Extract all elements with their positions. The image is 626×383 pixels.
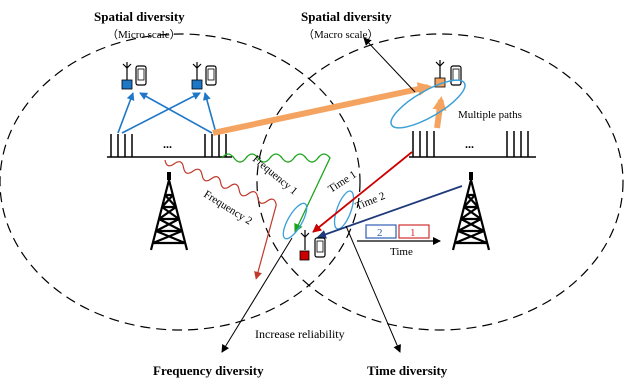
right-array-ellipsis: ...	[465, 137, 474, 151]
time-1-label: Time 1	[326, 169, 359, 196]
time-2-label: Time 2	[354, 190, 387, 213]
frequency-ellipse	[282, 202, 308, 240]
left-tower-icon	[149, 170, 189, 252]
receiver-device	[299, 230, 326, 261]
time-pointer-arrow	[345, 225, 401, 353]
spatial-macro-subtitle: （Macro scale）	[303, 28, 378, 41]
left-array-ellipsis: ...	[163, 137, 172, 151]
spatial-macro-title: Spatial diversity	[301, 9, 392, 24]
time-diversity-label: Time diversity	[367, 363, 448, 378]
increase-reliability-label: Increase reliability	[255, 327, 345, 341]
macro-pointer-arrow	[363, 37, 416, 93]
left-antenna-array	[107, 134, 232, 158]
slot-1-label: 1	[410, 227, 416, 239]
macro-device	[434, 60, 462, 88]
time-axis-label: Time	[390, 246, 413, 258]
time-2-arrow	[317, 185, 463, 239]
spatial-micro-title: Spatial diversity	[94, 9, 185, 24]
macro-path-arrow-left	[212, 82, 432, 136]
time-slots: 2 1 Time	[357, 224, 441, 258]
right-cell-ellipse	[256, 33, 624, 331]
time-1-arrow	[312, 151, 413, 233]
slot-2-label: 2	[377, 227, 383, 239]
micro-device-2	[191, 62, 217, 90]
micro-scale-arrows	[117, 92, 217, 134]
right-antenna-array	[409, 131, 536, 158]
frequency-2-label: Frequency 2	[201, 188, 254, 227]
micro-device-1	[121, 62, 147, 90]
frequency-pointer-arrow	[221, 237, 293, 353]
spatial-micro-subtitle: （Micro scale）	[107, 28, 181, 41]
multiple-paths-ellipse	[390, 79, 466, 129]
macro-path-arrow-right	[432, 96, 447, 129]
frequency-diversity-label: Frequency diversity	[153, 363, 264, 378]
right-tower-icon	[451, 170, 491, 252]
frequency-1-wave	[221, 153, 331, 233]
frequency-2-wave	[164, 159, 277, 280]
multiple-paths-label: Multiple paths	[458, 109, 522, 121]
left-cell-ellipse	[0, 33, 361, 331]
time-ellipse	[333, 190, 355, 230]
